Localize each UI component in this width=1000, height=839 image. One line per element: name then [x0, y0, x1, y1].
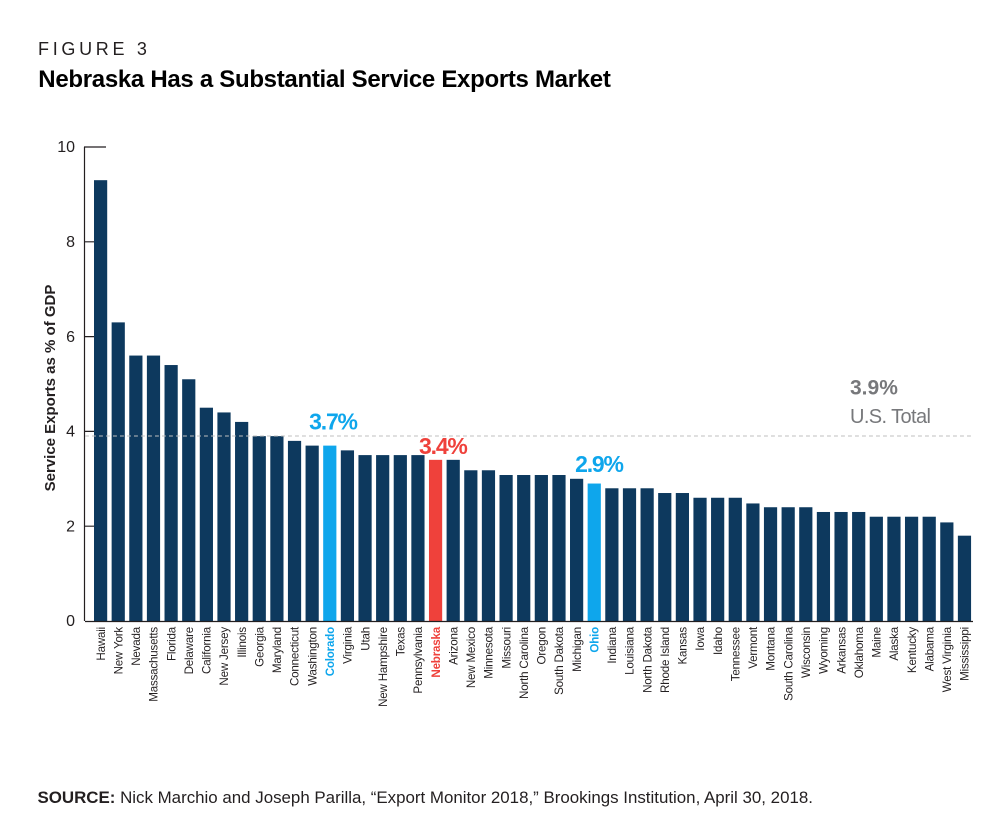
svg-text:Wisconsin: Wisconsin	[800, 627, 813, 678]
svg-text:3.9%: 3.9%	[850, 377, 898, 400]
svg-text:Arkansas: Arkansas	[835, 627, 848, 674]
svg-text:Michigan: Michigan	[571, 627, 584, 672]
svg-text:California: California	[201, 626, 214, 674]
svg-text:New Mexico: New Mexico	[465, 627, 478, 688]
svg-text:Oregon: Oregon	[536, 627, 549, 664]
svg-text:New Hampshire: New Hampshire	[377, 627, 390, 707]
svg-text:Missouri: Missouri	[500, 627, 513, 669]
svg-text:10: 10	[57, 139, 75, 156]
svg-text:Arizona: Arizona	[447, 626, 460, 665]
svg-text:West Virginia: West Virginia	[941, 626, 954, 692]
svg-text:Nevada: Nevada	[130, 626, 143, 666]
svg-text:3.4%: 3.4%	[419, 433, 467, 459]
svg-text:Rhode Island: Rhode Island	[659, 627, 672, 693]
svg-text:Delaware: Delaware	[183, 627, 196, 674]
svg-text:Ohio: Ohio	[588, 627, 601, 653]
svg-text:Utah: Utah	[359, 627, 372, 651]
svg-text:Montana: Montana	[765, 626, 778, 670]
svg-text:Tennessee: Tennessee	[729, 627, 742, 681]
svg-text:South Dakota: South Dakota	[553, 626, 566, 695]
svg-text:New Jersey: New Jersey	[218, 627, 231, 686]
svg-text:Hawaii: Hawaii	[95, 627, 108, 661]
svg-text:Florida: Florida	[165, 626, 178, 661]
svg-text:North Carolina: North Carolina	[518, 626, 531, 699]
svg-text:Vermont: Vermont	[747, 626, 760, 669]
svg-text:Alaska: Alaska	[888, 626, 901, 660]
svg-text:Connecticut: Connecticut	[289, 626, 302, 686]
svg-text:Texas: Texas	[395, 627, 408, 657]
svg-text:Kentucky: Kentucky	[906, 627, 919, 673]
svg-text:Alabama: Alabama	[923, 626, 936, 671]
svg-text:Idaho: Idaho	[712, 627, 725, 655]
svg-text:Georgia: Georgia	[253, 626, 266, 667]
svg-text:Wyoming: Wyoming	[818, 627, 831, 674]
svg-text:4: 4	[66, 424, 75, 441]
svg-text:U.S. Total: U.S. Total	[850, 406, 930, 428]
svg-text:Kansas: Kansas	[677, 627, 690, 665]
svg-text:6: 6	[66, 329, 75, 346]
svg-text:South Carolina: South Carolina	[782, 626, 795, 701]
svg-text:2: 2	[66, 518, 75, 535]
svg-text:2.9%: 2.9%	[575, 451, 623, 477]
svg-text:Mississippi: Mississippi	[959, 627, 972, 681]
svg-text:Louisiana: Louisiana	[624, 626, 637, 675]
svg-text:Massachusetts: Massachusetts	[148, 627, 161, 702]
svg-text:New York: New York	[112, 627, 125, 675]
svg-text:Washington: Washington	[306, 627, 319, 686]
svg-text:0: 0	[66, 613, 75, 630]
svg-text:8: 8	[66, 234, 75, 251]
svg-text:Indiana: Indiana	[606, 626, 619, 663]
svg-text:North Dakota: North Dakota	[641, 626, 654, 693]
svg-text:Colorado: Colorado	[324, 627, 337, 676]
svg-text:Service Exports as % of GDP: Service Exports as % of GDP	[42, 285, 59, 492]
svg-text:Maryland: Maryland	[271, 627, 284, 673]
svg-text:Iowa: Iowa	[694, 626, 707, 650]
svg-text:Nebraska: Nebraska	[430, 626, 443, 677]
svg-text:Minnesota: Minnesota	[483, 626, 496, 678]
svg-text:Maine: Maine	[871, 627, 884, 658]
svg-text:Oklahoma: Oklahoma	[853, 626, 866, 678]
svg-text:Pennsylvania: Pennsylvania	[412, 626, 425, 693]
svg-text:Virginia: Virginia	[342, 626, 355, 664]
svg-text:3.7%: 3.7%	[309, 409, 357, 435]
svg-text:Illinois: Illinois	[236, 627, 249, 658]
